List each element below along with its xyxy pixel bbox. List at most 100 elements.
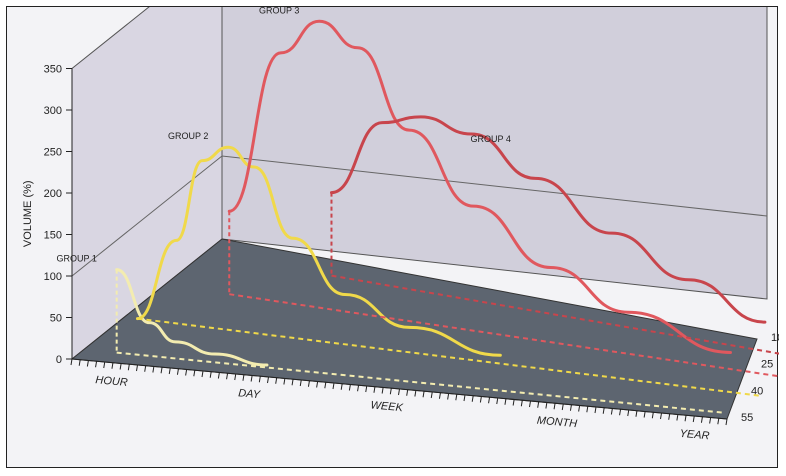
x-minor-tick: [275, 377, 278, 384]
series-group4-floor-trace: [331, 274, 779, 355]
x-minor-tick: [127, 364, 130, 371]
x-minor-tick: [193, 370, 196, 377]
chart-svg: 0 50 100 150 200 250 300 350 VOLUME (%) HOUR DAY WE…: [22, 7, 779, 443]
x-minor-tick: [651, 412, 654, 419]
x-minor-tick: [226, 373, 229, 380]
x-minor-tick: [365, 385, 368, 393]
y-tick-label: 350: [44, 64, 62, 76]
x-minor-tick: [529, 400, 531, 408]
x-minor-tick: [545, 402, 548, 409]
back-wall: [221, 7, 768, 300]
x-minor-tick: [586, 406, 589, 413]
x-minor-tick: [136, 364, 138, 372]
x-minor-tick: [86, 360, 89, 367]
y-tick-label: 100: [44, 271, 62, 283]
x-minor-tick: [660, 412, 662, 420]
x-minor-tick: [176, 368, 179, 375]
x-minor-tick: [709, 417, 712, 424]
x-minor-tick: [463, 394, 466, 402]
x-minor-tick: [357, 385, 360, 392]
x-minor-tick: [299, 379, 302, 387]
x-minor-tick: [488, 397, 491, 404]
x-minor-tick: [610, 408, 613, 415]
x-minor-tick: [512, 399, 515, 406]
x-minor-tick: [471, 395, 474, 402]
x-minor-tick: [152, 366, 155, 373]
x-minor-tick: [381, 387, 384, 394]
x-minor-tick: [537, 401, 540, 408]
series-group3-label: GROUP 3: [259, 7, 299, 15]
x-minor-tick: [389, 388, 392, 395]
x-minor-tick: [283, 378, 286, 385]
x-time-label: DAY: [238, 387, 261, 401]
x-minor-tick: [111, 362, 114, 369]
x-minor-tick: [70, 358, 73, 366]
series-group4-label: GROUP 4: [471, 134, 511, 144]
x-minor-tick: [496, 397, 499, 405]
x-minor-tick: [430, 391, 433, 399]
y-tick-label: 250: [44, 147, 62, 159]
y-tick-label: 300: [44, 105, 62, 117]
x-minor-tick: [258, 376, 261, 383]
z-tick-label: 25: [761, 359, 773, 371]
x-minor-tick: [307, 380, 310, 387]
chart-frame: 0 50 100 150 200 250 300 350 VOLUME (%) HOUR DAY WE…: [6, 6, 779, 468]
x-time-label: YEAR: [679, 428, 710, 443]
x-time-label: HOUR: [95, 374, 128, 389]
x-minor-tick: [725, 418, 728, 426]
x-minor-tick: [185, 369, 188, 376]
series-group1-floor-trace: [116, 351, 725, 414]
y-axis-label: VOLUME (%): [22, 180, 34, 247]
x-minor-tick: [95, 361, 98, 368]
x-minor-tick: [201, 370, 204, 378]
x-minor-tick: [619, 409, 622, 416]
x-minor-tick: [553, 403, 556, 410]
x-minor-tick: [340, 383, 343, 390]
x-minor-tick: [447, 393, 450, 400]
x-time-label: MONTH: [536, 415, 577, 430]
x-minor-tick: [267, 376, 269, 384]
x-minor-tick: [438, 392, 441, 399]
x-minor-tick: [316, 381, 319, 388]
x-minor-tick: [578, 405, 581, 412]
x-minor-tick: [242, 374, 245, 381]
x-minor-tick: [668, 413, 671, 420]
x-minor-tick: [332, 382, 335, 390]
y-tick-label: 150: [44, 230, 62, 242]
x-minor-tick: [561, 403, 564, 411]
x-minor-tick: [635, 410, 638, 417]
x-minor-tick: [234, 373, 237, 381]
x-minor-tick: [398, 388, 400, 396]
x-minor-tick: [324, 382, 327, 389]
x-minor-tick: [168, 367, 171, 375]
x-minor-tick: [78, 359, 81, 366]
series-group1-line: [115, 268, 269, 367]
x-minor-tick: [643, 411, 646, 418]
x-minor-tick: [717, 418, 720, 425]
z-tick-label: 10: [771, 332, 779, 344]
x-minor-tick: [700, 416, 703, 423]
x-minor-tick: [479, 396, 482, 403]
x-minor-tick: [250, 375, 253, 382]
x-time-label: WEEK: [370, 399, 404, 414]
x-minor-tick: [119, 363, 122, 370]
x-minor-tick: [684, 415, 687, 422]
x-minor-tick: [144, 365, 147, 372]
series-group1-label: GROUP 1: [56, 254, 96, 264]
series-group4-line: [329, 115, 767, 324]
x-minor-tick: [692, 415, 695, 423]
x-minor-tick: [209, 371, 212, 378]
x-minor-tick: [676, 414, 679, 421]
x-minor-tick: [422, 391, 425, 398]
y-tick-label: 0: [56, 354, 62, 366]
x-minor-tick: [594, 406, 597, 414]
y-tick-label: 50: [50, 313, 62, 325]
reference-line-100: [71, 155, 768, 277]
x-minor-tick: [160, 367, 163, 374]
x-minor-tick: [504, 398, 507, 405]
x-minor-tick: [602, 407, 605, 414]
x-minor-tick: [569, 404, 572, 411]
x-minor-tick: [373, 386, 376, 393]
x-minor-tick: [217, 372, 220, 379]
x-minor-tick: [348, 384, 351, 391]
